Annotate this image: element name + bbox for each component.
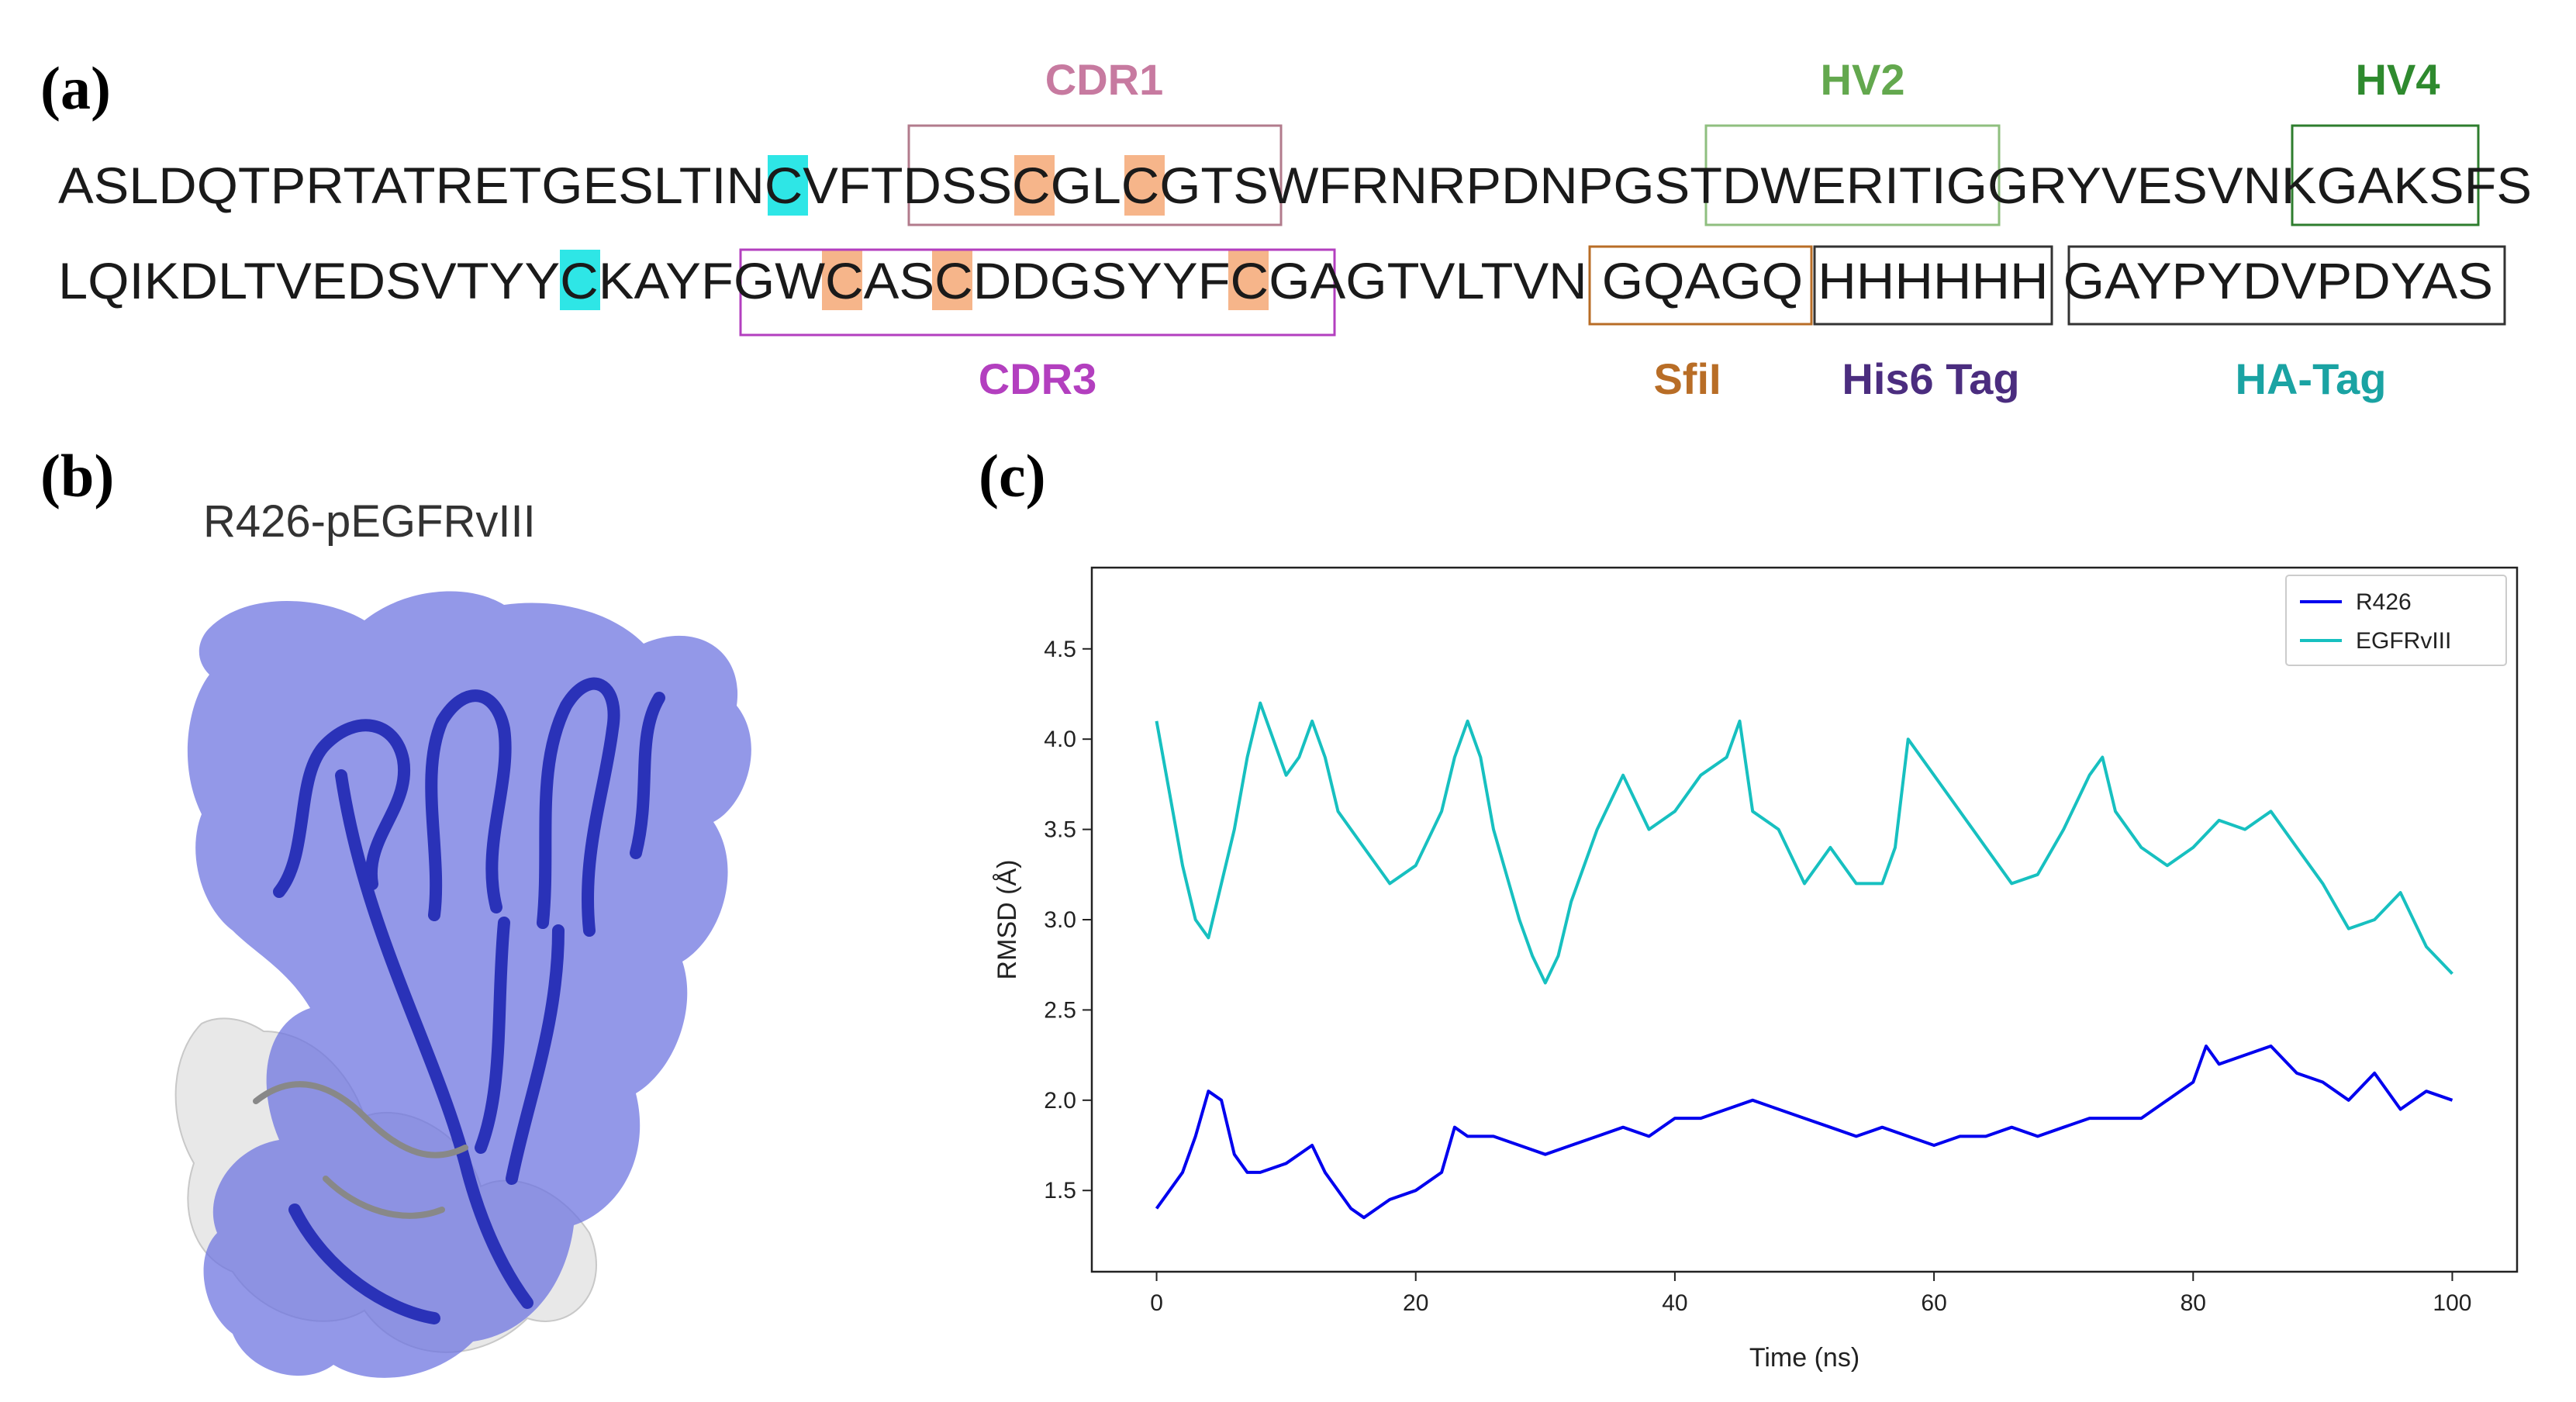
region-box-sfil [1588, 245, 1813, 326]
y-axis-label: RMSD (Å) [993, 860, 1022, 980]
panel-label-c: (c) [979, 442, 1046, 509]
protein-structure-image [174, 591, 751, 1378]
series-line-r426 [1155, 1045, 2453, 1220]
cysteine-highlight-1 [768, 155, 808, 216]
sequence-line-2: LQIKDLTVEDSVTYY CKAYFGW CASCDDGSYYF CGAGTVL… [58, 252, 2493, 309]
region-label-his6: His6 Tag [1842, 354, 2019, 403]
region-label-cdr3: CDR3 [979, 354, 1096, 403]
cysteine-highlight-2 [1014, 155, 1055, 216]
legend-box [2285, 575, 2507, 666]
x-tick-label: 0 [1150, 1290, 1163, 1316]
x-axis-label: Time (ns) [1749, 1343, 1859, 1373]
legend-label-r426: R426 [2356, 589, 2412, 615]
region-box-cdr1 [907, 124, 1283, 226]
chart-legend: R426 EGFRvIII [2285, 575, 2507, 666]
cysteine-highlight-5 [822, 250, 862, 310]
y-tick-label: 4.5 [1044, 637, 1076, 662]
x-tick-label: 100 [2433, 1290, 2471, 1316]
region-box-ha [2067, 245, 2506, 326]
x-tick-label: 20 [1403, 1290, 1428, 1316]
region-box-cdr3 [739, 248, 1336, 337]
legend-label-egfrviii: EGFRvIII [2356, 628, 2451, 654]
rmsd-chart: 1.5 2.0 2.5 3.0 3.5 4.0 4.5 0 20 40 60 80 100 Time … [993, 566, 2519, 1373]
cysteine-highlight-3 [1124, 155, 1165, 216]
y-tick-label: 4.0 [1044, 727, 1076, 752]
nanobody-ribbon [273, 677, 665, 1324]
y-tick-label: 3.5 [1044, 817, 1076, 843]
y-tick-label: 2.5 [1044, 997, 1076, 1023]
antigen-ribbon [253, 1081, 468, 1219]
region-box-hv2 [1704, 124, 2001, 226]
region-label-hv4: HV4 [2356, 55, 2440, 104]
region-label-hv2: HV2 [1821, 55, 1905, 104]
series-line-egfrviii [1155, 701, 2453, 985]
region-box-his6 [1813, 245, 2053, 326]
plot-area-frame [1090, 566, 2519, 1273]
y-tick-label: 1.5 [1044, 1178, 1076, 1203]
cysteine-highlight-7 [1228, 250, 1269, 310]
sequence-line-1: ASLDQTPRTATRETGESLTIN CVFTDSS CGLCGTSWFRNR… [58, 157, 2532, 214]
structure-title: R426-pEGFRvIII [203, 496, 536, 547]
region-label-sfil: SfiI [1653, 354, 1721, 403]
region-label-cdr1: CDR1 [1045, 55, 1163, 104]
panel-label-b: (b) [40, 442, 114, 509]
y-tick-label: 3.0 [1044, 907, 1076, 933]
x-tick-label: 80 [2181, 1290, 2206, 1316]
x-tick-label: 40 [1662, 1290, 1687, 1316]
region-label-ha: HA-Tag [2236, 354, 2387, 403]
nanobody-surface [187, 591, 751, 1378]
cysteine-highlight-6 [932, 250, 972, 310]
cysteine-highlight-4 [560, 250, 600, 310]
x-tick-label: 60 [1921, 1290, 1946, 1316]
panel-label-a: (a) [40, 54, 111, 122]
y-tick-label: 2.0 [1044, 1088, 1076, 1114]
region-box-hv4 [2291, 124, 2480, 226]
